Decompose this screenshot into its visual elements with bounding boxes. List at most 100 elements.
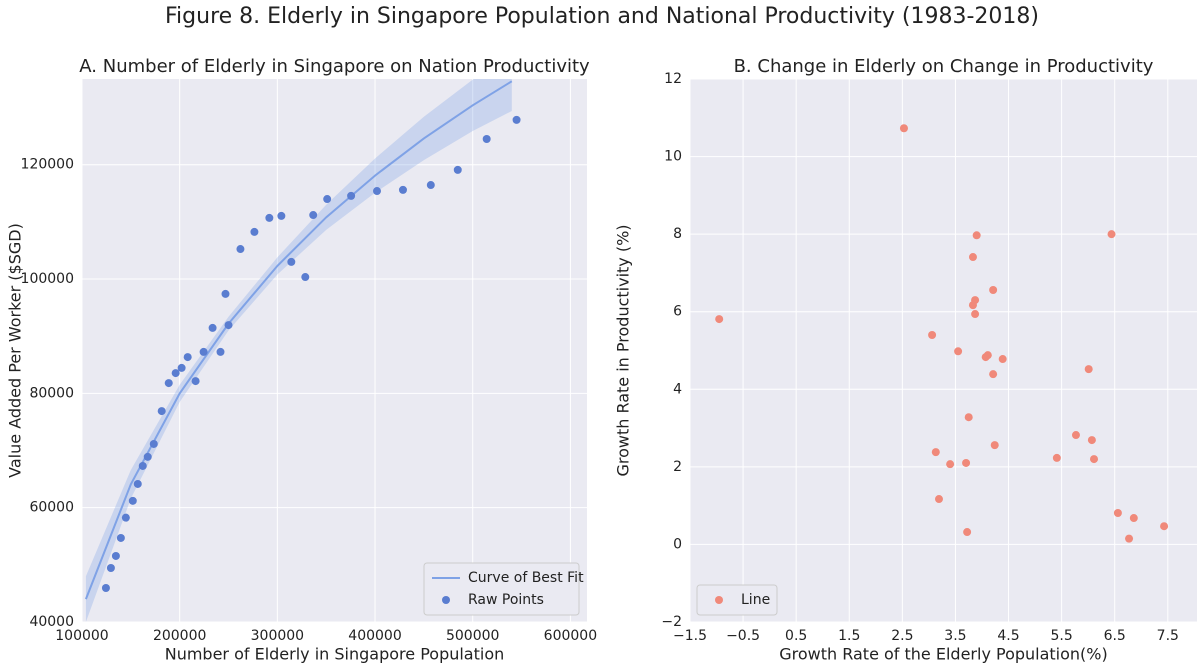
x-axis-label: Number of Elderly in Singapore Populatio… — [165, 645, 505, 664]
data-point — [989, 285, 998, 294]
data-point — [968, 253, 977, 262]
data-point — [138, 461, 147, 470]
x-tick-label: 6.5 — [1104, 628, 1126, 644]
x-tick-label: 3.5 — [944, 628, 966, 644]
data-point — [216, 347, 225, 356]
data-point — [323, 195, 332, 204]
data-point — [224, 321, 233, 330]
y-tick-label: 12 — [664, 71, 682, 87]
y-tick-label: 6 — [673, 304, 682, 320]
x-tick-label: 5.5 — [1050, 628, 1072, 644]
x-tick-label: −0.5 — [726, 628, 760, 644]
y-tick-label: 100000 — [21, 271, 74, 287]
x-tick-label: 4.5 — [997, 628, 1019, 644]
data-point — [990, 441, 999, 450]
plot-background — [690, 79, 1197, 622]
y-axis-label: Value Added Per Worker ($SGD) — [6, 223, 25, 478]
data-point — [946, 460, 955, 469]
data-point — [1160, 522, 1169, 531]
data-point — [116, 533, 125, 542]
legend-label: Line — [741, 592, 770, 608]
data-point — [989, 370, 998, 379]
x-tick-label: −1.5 — [673, 628, 707, 644]
data-point — [101, 583, 110, 592]
data-point — [277, 211, 286, 220]
data-point — [133, 479, 142, 488]
data-point — [347, 191, 356, 200]
legend-swatch — [715, 596, 723, 604]
data-point — [1052, 453, 1061, 462]
data-point — [482, 135, 491, 144]
x-axis-label: Growth Rate of the Elderly Population(%) — [779, 645, 1108, 664]
data-point — [1113, 509, 1122, 518]
data-point — [121, 513, 130, 522]
data-point — [1125, 534, 1134, 543]
data-point — [1071, 431, 1080, 440]
y-tick-label: 2 — [673, 459, 682, 475]
data-point — [171, 369, 180, 378]
y-tick-label: 0 — [673, 536, 682, 552]
data-point — [998, 355, 1007, 364]
data-point — [1087, 436, 1096, 445]
data-point — [128, 496, 137, 505]
x-tick-label: 0.5 — [785, 628, 807, 644]
data-point — [426, 181, 435, 190]
y-tick-label: −2 — [661, 614, 682, 630]
data-point — [963, 528, 972, 537]
y-axis-label: Growth Rate in Productivity (%) — [614, 224, 633, 476]
data-point — [398, 185, 407, 194]
plot-marks — [84, 79, 521, 622]
data-point — [972, 231, 981, 240]
legend-box — [423, 562, 580, 616]
data-point — [301, 273, 310, 282]
data-point — [111, 551, 120, 560]
x-tick-label: 200000 — [153, 628, 206, 644]
y-tick-label: 8 — [673, 226, 682, 242]
data-point — [964, 413, 973, 422]
y-tick-label: 40000 — [29, 614, 74, 630]
legend-box — [696, 584, 778, 616]
data-point — [1090, 455, 1099, 464]
data-point — [208, 323, 217, 332]
data-point — [250, 227, 259, 236]
x-tick-label: 1.5 — [838, 628, 860, 644]
data-point — [954, 347, 963, 356]
data-point — [899, 124, 908, 133]
y-tick-label: 60000 — [29, 500, 74, 516]
data-point — [143, 452, 152, 461]
data-point — [1084, 365, 1093, 374]
data-point — [715, 315, 724, 324]
data-point — [177, 363, 186, 372]
data-point — [453, 165, 462, 174]
x-tick-label: 7.5 — [1157, 628, 1179, 644]
x-tick-label: 2.5 — [891, 628, 913, 644]
data-point — [1107, 230, 1116, 239]
y-tick-label: 10 — [664, 149, 682, 165]
x-tick-label: 400000 — [348, 628, 401, 644]
data-point — [971, 310, 980, 319]
data-point — [983, 351, 992, 360]
plot-title: A. Number of Elderly in Singapore on Nat… — [79, 56, 590, 77]
data-point — [372, 187, 381, 196]
x-tick-label: 500000 — [446, 628, 499, 644]
data-point — [157, 407, 166, 416]
data-point — [191, 377, 200, 386]
figure-title: Figure 8. Elderly in Singapore Populatio… — [165, 4, 1039, 29]
data-point — [221, 289, 230, 298]
data-point — [199, 347, 208, 356]
y-tick-label: 80000 — [29, 385, 74, 401]
fit-line — [84, 80, 513, 600]
data-point — [934, 495, 943, 504]
data-point — [149, 439, 158, 448]
data-point — [971, 296, 980, 305]
data-point — [962, 458, 971, 467]
data-point — [183, 353, 192, 362]
legend-label: Raw Points — [468, 592, 544, 608]
legend-swatch — [442, 596, 450, 604]
data-point — [164, 379, 173, 388]
data-point — [512, 115, 521, 124]
data-point — [287, 257, 296, 266]
data-point — [265, 213, 274, 222]
legend-label: Curve of Best Fit — [468, 570, 584, 586]
